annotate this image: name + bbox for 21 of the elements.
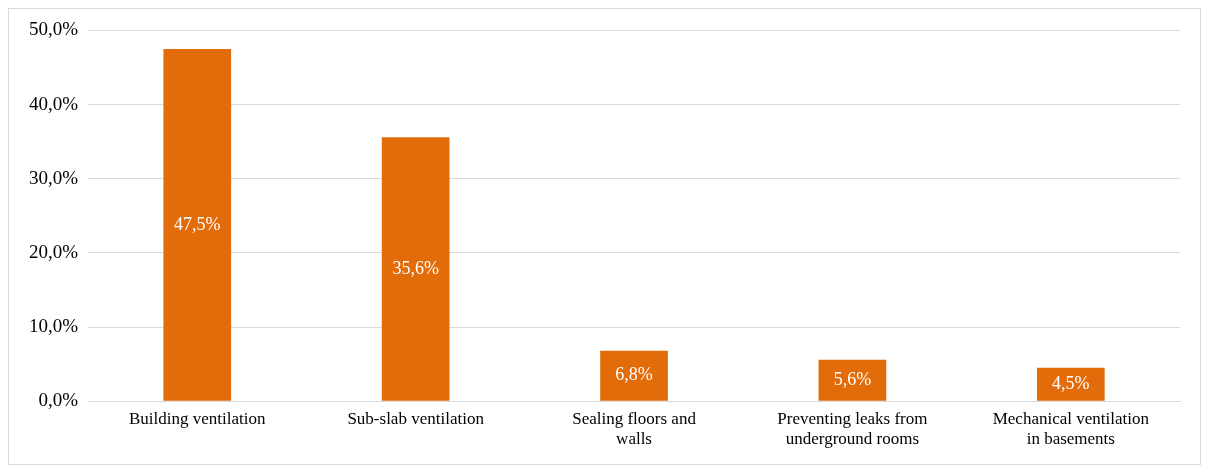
- y-tick-label: 30,0%: [29, 166, 79, 188]
- y-tick-label: 40,0%: [29, 92, 79, 114]
- x-tick-label: Sub-slab ventilation: [347, 408, 485, 428]
- data-label: 6,8%: [615, 364, 653, 385]
- bar: [818, 359, 887, 401]
- y-tick-label: 0,0%: [38, 389, 79, 411]
- data-label: 35,6%: [392, 257, 439, 278]
- x-tick-label: Mechanical ventilation in basements: [992, 408, 1150, 449]
- x-tick-label: Preventing leaks from underground rooms: [777, 408, 928, 449]
- bar: [1036, 367, 1105, 401]
- data-label: 47,5%: [174, 213, 221, 234]
- bar: [381, 137, 450, 401]
- bar: [163, 48, 232, 401]
- data-label: 5,6%: [833, 368, 872, 389]
- y-tick-label: 10,0%: [29, 315, 79, 337]
- x-tick-label: Building ventilation: [129, 408, 266, 428]
- x-tick-label: Sealing floors and walls: [572, 408, 697, 449]
- y-tick-label: 20,0%: [29, 240, 79, 262]
- y-tick-label: 50,0%: [29, 18, 79, 40]
- data-label: 4,5%: [1052, 373, 1090, 393]
- bar: [600, 350, 668, 401]
